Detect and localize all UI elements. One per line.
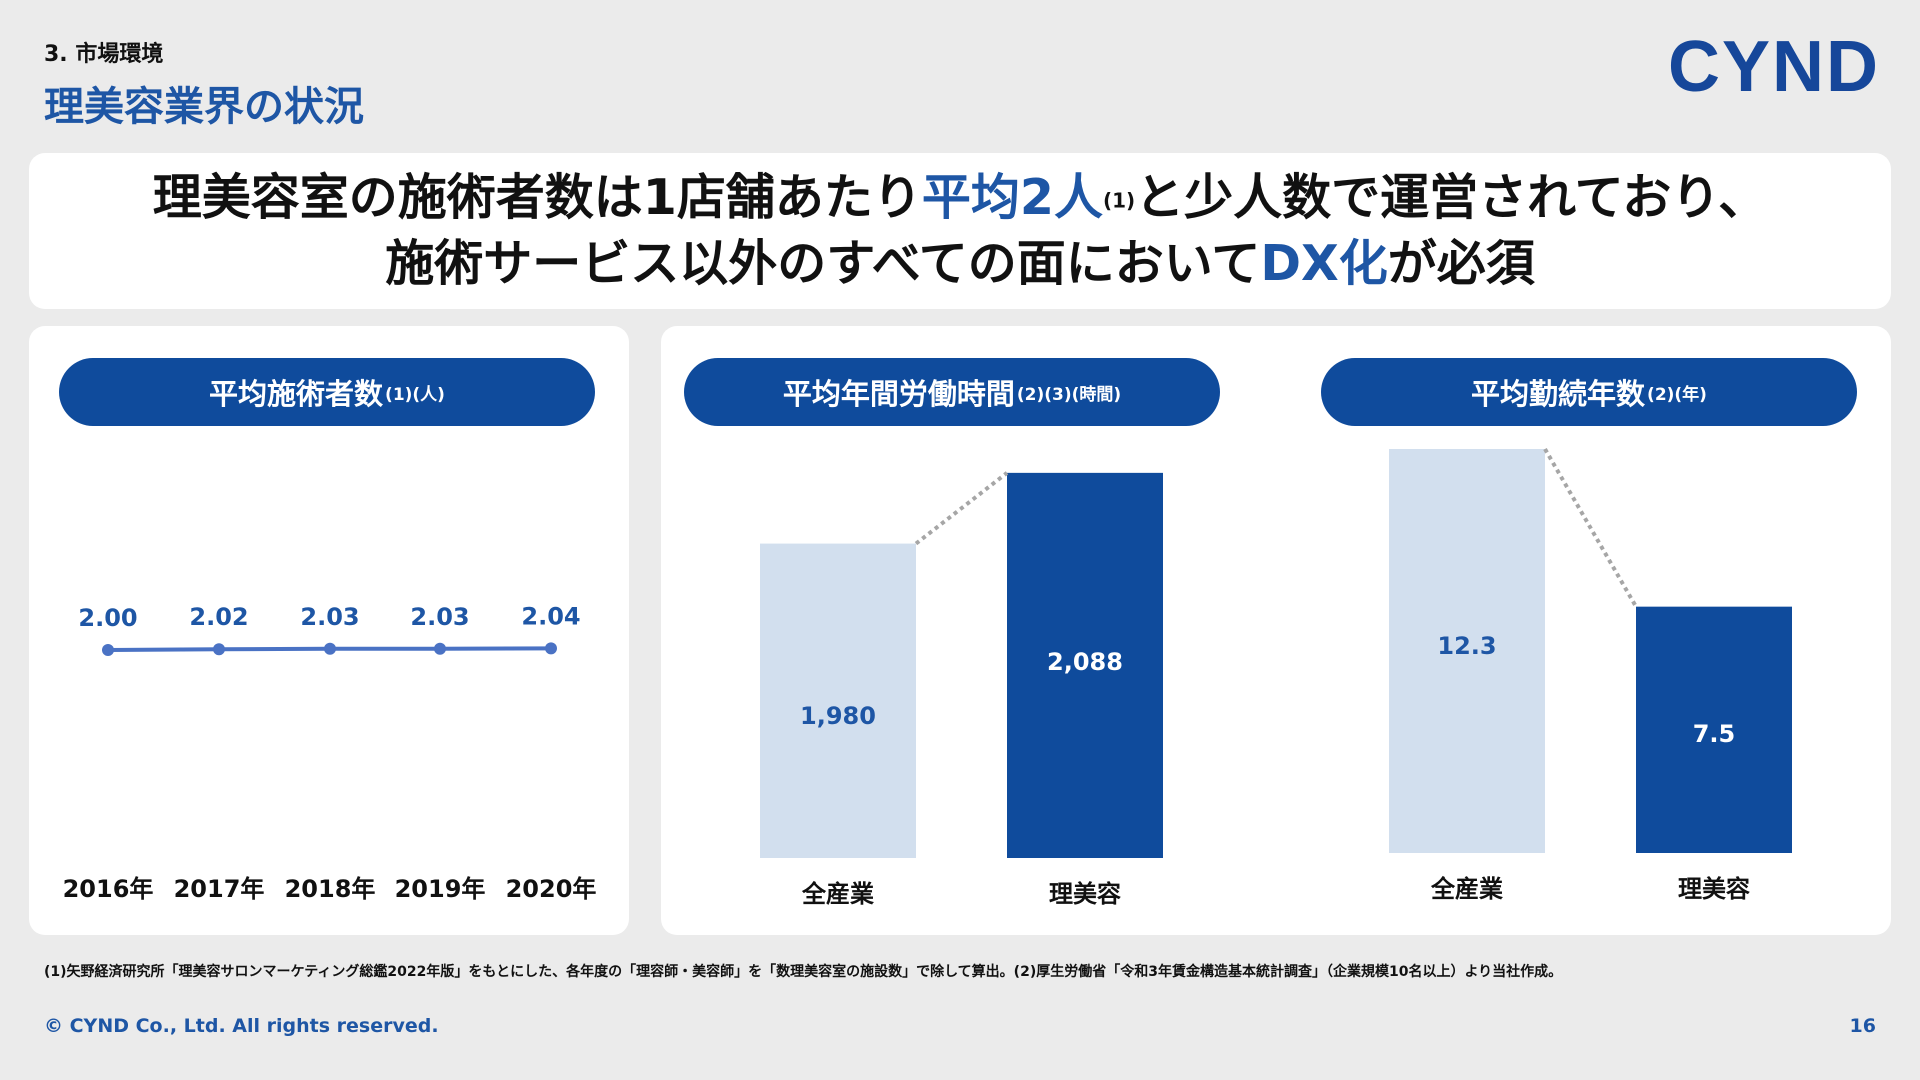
- headline-line-1: 理美容室の施術者数は1店舗あたり平均2人(1)と少人数で運営されており、: [153, 166, 1768, 233]
- pill-sub: (1)(人): [385, 384, 445, 405]
- headline-text: が必須: [1387, 235, 1535, 293]
- chart-title-tenure: 平均勤続年数 (2)(年): [1321, 358, 1857, 426]
- pill-main: 平均施術者数: [209, 377, 384, 411]
- headline-highlight: 平均2人: [921, 168, 1103, 226]
- copyright: © CYND Co., Ltd. All rights reserved.: [44, 1015, 439, 1037]
- headline-line-2: 施術サービス以外のすべての面においてDX化が必須: [385, 232, 1535, 296]
- chart-title-staff: 平均施術者数 (1)(人): [59, 358, 595, 426]
- pill-main: 平均年間労働時間: [782, 377, 1015, 411]
- headline-text: と少人数で運営されており、: [1135, 168, 1768, 226]
- headline-footnote-ref: (1): [1102, 188, 1136, 213]
- chart-panel-staff: [29, 326, 629, 935]
- chart-title-hours: 平均年間労働時間 (2)(3)(時間): [684, 358, 1220, 426]
- footnote: (1)矢野経済研究所「理美容サロンマーケティング総鑑2022年版」をもとにした、…: [44, 964, 1563, 980]
- headline-text: 施術サービス以外のすべての面において: [385, 235, 1261, 293]
- page-title: 理美容業界の状況: [44, 84, 364, 130]
- headline-text: 理美容室の施術者数は1店舗あたり: [152, 168, 922, 226]
- page-number: 16: [1849, 1015, 1876, 1037]
- headline-box: 理美容室の施術者数は1店舗あたり平均2人(1)と少人数で運営されており、 施術サ…: [29, 153, 1891, 309]
- section-label: 3. 市場環境: [44, 42, 164, 67]
- pill-sub: (2)(年): [1647, 384, 1707, 405]
- headline-highlight: DX化: [1260, 235, 1388, 293]
- cynd-logo: CYND: [1667, 27, 1880, 107]
- pill-sub: (2)(3)(時間): [1016, 384, 1122, 405]
- pill-main: 平均勤続年数: [1471, 377, 1646, 411]
